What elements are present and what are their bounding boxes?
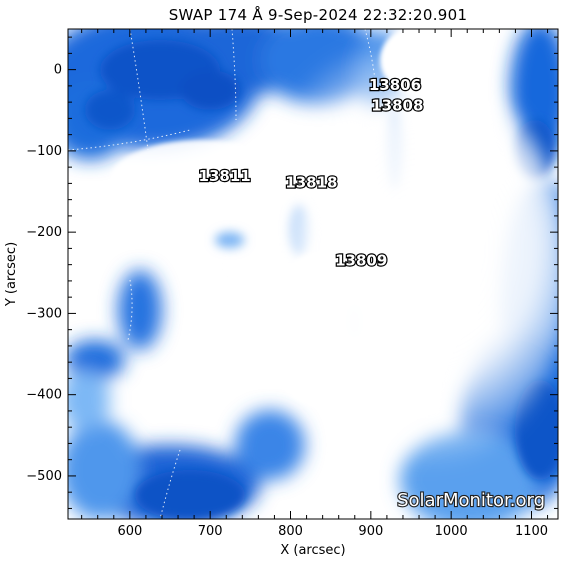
- x-axis-label: X (arcsec): [280, 543, 345, 558]
- active-region-labels: 13806 13808 13811 13818 13809: [197, 75, 424, 271]
- x-tick-label: 600: [117, 524, 142, 539]
- y-tick-label: −400: [26, 388, 62, 403]
- y-axis-ticks: 0 −100 −200 −300 −400 −500: [26, 36, 558, 509]
- active-region-label: 13809: [335, 251, 387, 269]
- solarmonitor-watermark: SolarMonitor.org: [397, 490, 545, 511]
- active-region-label: 13818: [285, 173, 337, 191]
- x-tick-label: 700: [198, 524, 223, 539]
- y-tick-label: −100: [26, 144, 62, 159]
- euv-image: [68, 29, 558, 519]
- x-axis-ticks: 600 700 800 900 1000 1100: [81, 29, 549, 539]
- active-region-label: 13808: [371, 96, 423, 114]
- x-tick-label: 1100: [515, 524, 548, 539]
- y-tick-label: −500: [26, 469, 62, 484]
- x-tick-label: 1000: [435, 524, 468, 539]
- y-tick-label: −300: [26, 306, 62, 321]
- plot-frame: [67, 28, 559, 520]
- y-axis-label: Y (arcsec): [4, 242, 19, 307]
- active-region-label: 13811: [199, 167, 251, 185]
- y-tick-label: −200: [26, 225, 62, 240]
- x-tick-label: 800: [278, 524, 303, 539]
- active-region-label: 13806: [369, 76, 421, 94]
- y-tick-label: 0: [54, 63, 62, 78]
- plot-title: SWAP 174 Å 9-Sep-2024 22:32:20.901: [169, 5, 468, 24]
- x-tick-label: 900: [358, 524, 383, 539]
